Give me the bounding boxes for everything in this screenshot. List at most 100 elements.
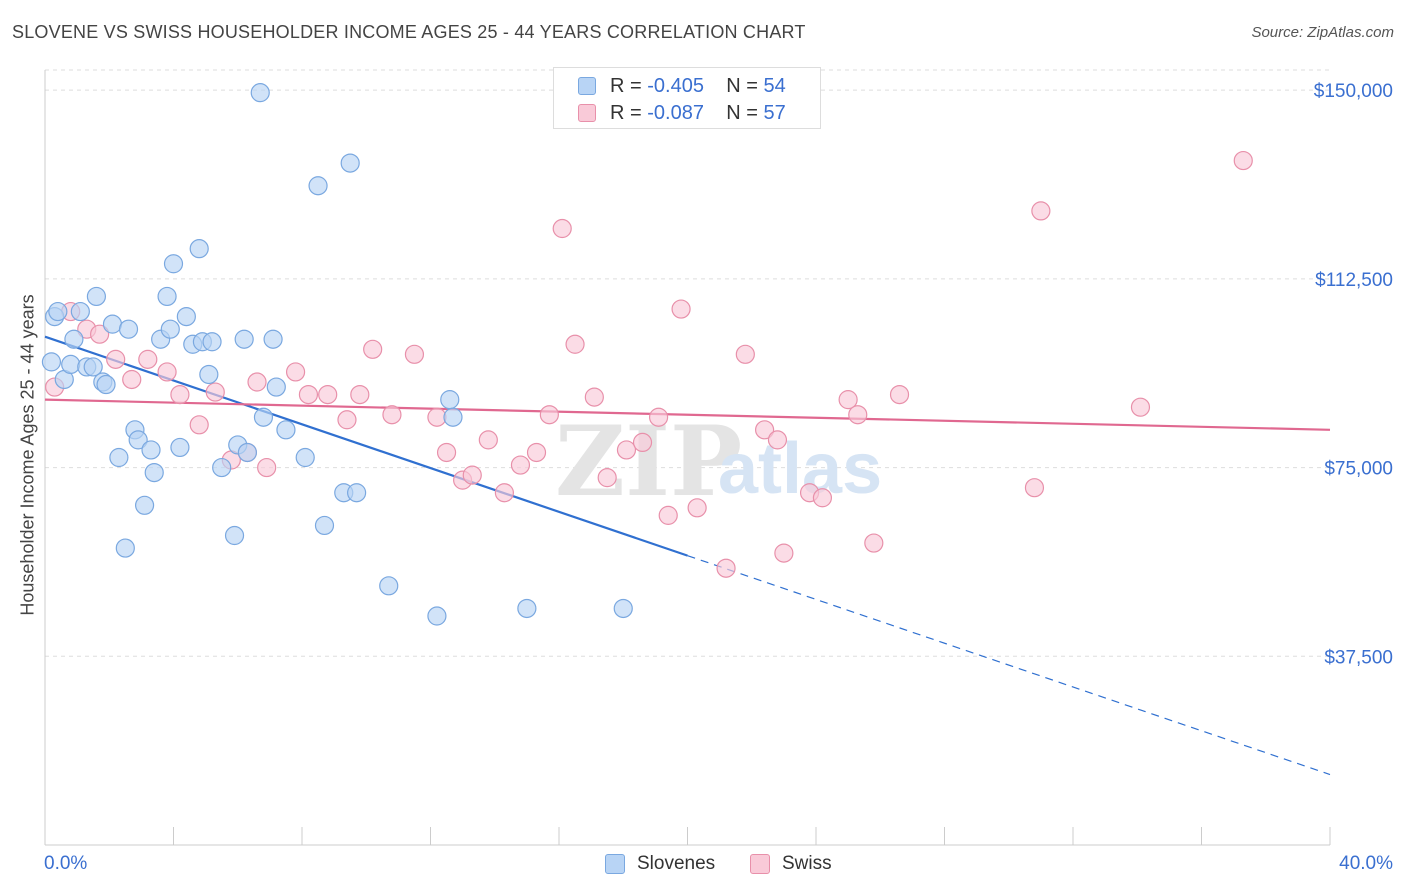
swiss-point[interactable] (427, 407, 447, 427)
swiss-point[interactable] (1024, 478, 1045, 498)
swiss-point[interactable] (205, 382, 225, 402)
swiss-point[interactable] (632, 432, 653, 453)
slovenes-point[interactable] (115, 538, 135, 558)
swiss-point[interactable] (648, 407, 669, 427)
slovenes-point[interactable] (202, 332, 222, 352)
swiss-point[interactable] (774, 543, 794, 563)
swiss-point[interactable] (298, 384, 319, 405)
swiss-point[interactable] (812, 488, 833, 508)
swiss-point[interactable] (106, 349, 126, 369)
swiss-point[interactable] (889, 384, 910, 405)
y-tick-label: $150,000 (1314, 81, 1393, 102)
slovenes-point[interactable] (189, 239, 209, 259)
swiss-point[interactable] (494, 483, 514, 503)
swiss-point[interactable] (864, 533, 884, 553)
swiss-point[interactable] (318, 384, 338, 405)
slovenes-point[interactable] (379, 576, 399, 596)
swiss-point[interactable] (848, 405, 868, 425)
slovenes-point[interactable] (308, 176, 328, 196)
swiss-point[interactable] (350, 384, 370, 405)
slovenes-point[interactable] (86, 286, 107, 307)
swiss-point[interactable] (247, 372, 267, 392)
swiss-point[interactable] (671, 299, 691, 319)
swiss-point[interactable] (1233, 150, 1253, 171)
swiss-point[interactable] (767, 430, 788, 450)
swiss-point[interactable] (478, 430, 498, 450)
slovenes-point[interactable] (134, 495, 155, 515)
slovenes-point[interactable] (176, 306, 196, 327)
slovenes-trend-extension (687, 555, 1331, 776)
slovenes-point[interactable] (144, 462, 164, 483)
swiss-point[interactable] (157, 362, 177, 382)
swiss-point[interactable] (539, 405, 559, 425)
slovenes-point[interactable] (443, 407, 463, 427)
slovenes-point[interactable] (128, 430, 148, 450)
legend-swatch-slovenes (578, 77, 596, 95)
swiss-point[interactable] (526, 442, 547, 463)
slovenes-point[interactable] (160, 319, 180, 339)
slovenes-point[interactable] (250, 83, 270, 103)
swiss-point[interactable] (597, 468, 617, 488)
slovenes-point[interactable] (118, 319, 139, 339)
slovenes-point[interactable] (70, 301, 90, 322)
slovenes-point[interactable] (517, 598, 537, 619)
legend-swatch-swiss (750, 854, 770, 874)
swiss-point[interactable] (257, 457, 277, 478)
slovenes-point[interactable] (253, 407, 274, 427)
swiss-point[interactable] (462, 465, 482, 485)
slovenes-point[interactable] (212, 457, 232, 478)
swiss-point[interactable] (436, 442, 457, 463)
slovenes-point[interactable] (224, 525, 245, 546)
slovenes-point[interactable] (109, 447, 129, 468)
slovenes-point[interactable] (314, 515, 335, 536)
swiss-point[interactable] (616, 440, 637, 460)
slovenes-point[interactable] (64, 329, 84, 349)
slovenes-point[interactable] (102, 314, 123, 334)
slovenes-point[interactable] (83, 357, 103, 377)
slovenes-point[interactable] (276, 420, 296, 440)
swiss-point[interactable] (1130, 397, 1151, 417)
y-tick-label: $37,500 (1324, 647, 1393, 668)
slovenes-point[interactable] (440, 390, 460, 410)
swiss-point[interactable] (735, 344, 755, 364)
swiss-point[interactable] (838, 390, 858, 410)
swiss-point[interactable] (90, 324, 110, 344)
slovenes-point[interactable] (141, 440, 161, 460)
slovenes-point[interactable] (427, 606, 447, 626)
slovenes-point[interactable] (263, 329, 283, 349)
slovenes-point[interactable] (157, 286, 177, 307)
slovenes-point[interactable] (340, 153, 360, 173)
swiss-point[interactable] (584, 387, 604, 407)
swiss-point[interactable] (565, 334, 585, 354)
slovenes-point[interactable] (48, 301, 68, 322)
swiss-point[interactable] (170, 384, 190, 405)
swiss-point[interactable] (189, 415, 209, 435)
swiss-point[interactable] (510, 455, 531, 475)
slovenes-point[interactable] (199, 364, 219, 385)
slovenes-point[interactable] (613, 598, 633, 619)
swiss-point[interactable] (754, 420, 775, 440)
swiss-point[interactable] (687, 498, 707, 518)
slovenes-point[interactable] (295, 447, 315, 468)
swiss-point[interactable] (404, 344, 425, 364)
slovenes-point[interactable] (170, 437, 190, 458)
swiss-point[interactable] (1031, 201, 1051, 221)
swiss-point[interactable] (658, 505, 678, 525)
slovenes-point[interactable] (41, 352, 62, 372)
slovenes-point[interactable] (237, 442, 257, 463)
swiss-point[interactable] (138, 349, 158, 369)
swiss-point[interactable] (363, 339, 383, 359)
swiss-point[interactable] (122, 369, 142, 390)
slovenes-point[interactable] (96, 374, 116, 395)
slovenes-point[interactable] (61, 354, 81, 374)
slovenes-point[interactable] (234, 329, 254, 349)
swiss-point[interactable] (552, 218, 572, 239)
slovenes-point[interactable] (163, 254, 184, 274)
swiss-point[interactable] (285, 362, 306, 382)
correlation-legend: R = -0.405 N = 54 R = -0.087 N = 57 (553, 67, 821, 129)
slovenes-point[interactable] (266, 377, 286, 397)
swiss-point[interactable] (716, 558, 736, 578)
swiss-point[interactable] (337, 410, 357, 430)
slovenes-point[interactable] (347, 483, 367, 503)
swiss-point[interactable] (382, 405, 402, 425)
